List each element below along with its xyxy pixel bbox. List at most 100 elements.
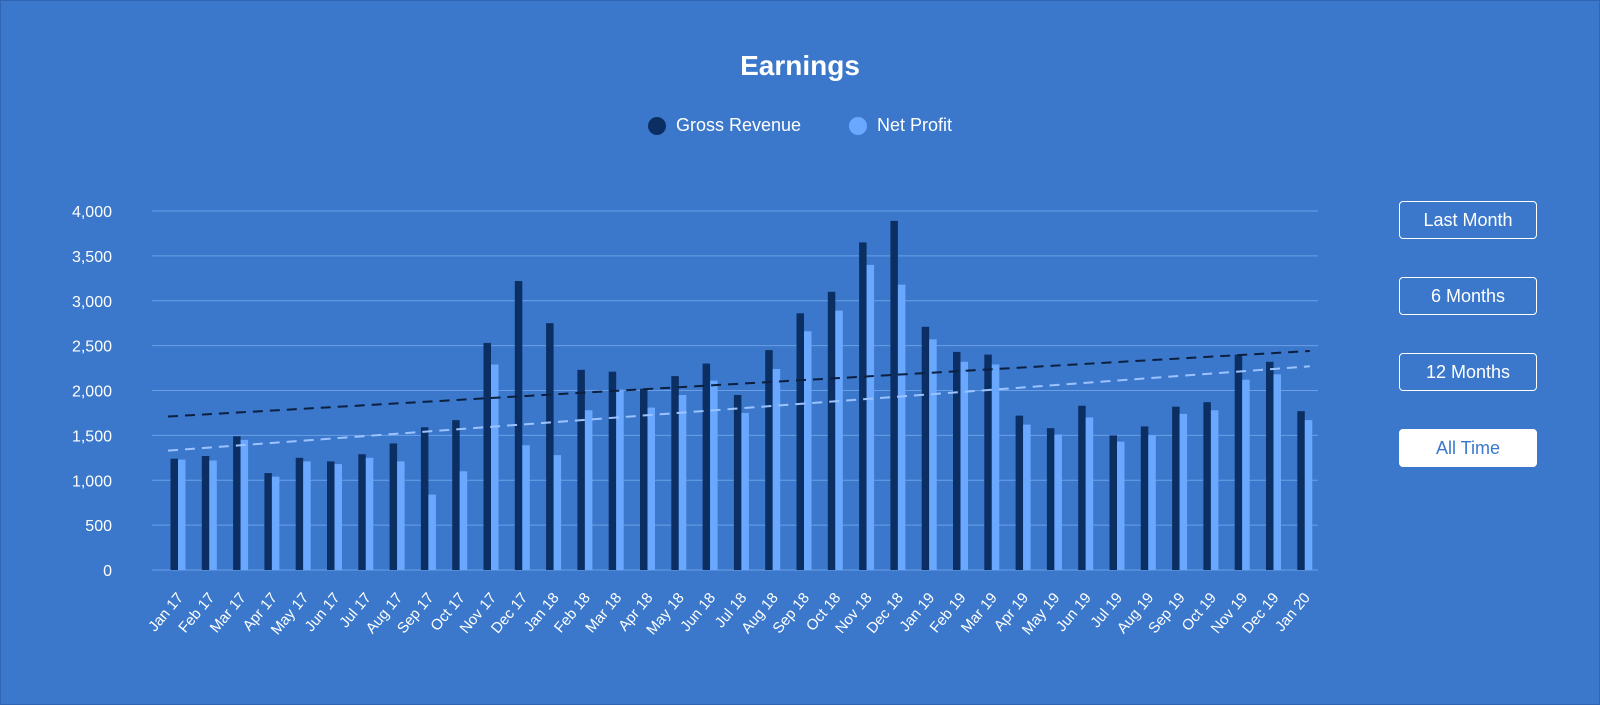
- x-tick-label: Jan 20: [1272, 590, 1314, 635]
- bar-net-profit: [491, 364, 499, 570]
- bar-net-profit: [1210, 410, 1219, 570]
- bar-gross-revenue: [671, 376, 679, 570]
- bar-net-profit: [428, 494, 436, 570]
- bar-gross-revenue: [859, 242, 867, 570]
- bar-gross-revenue: [984, 354, 992, 570]
- bar-gross-revenue: [953, 351, 961, 570]
- bar-net-profit: [991, 364, 1000, 570]
- y-tick-label: 500: [85, 518, 112, 535]
- chart-legend: Gross Revenue Net Profit: [0, 115, 1600, 136]
- bar-gross-revenue: [420, 427, 429, 570]
- legend-label-gross-revenue: Gross Revenue: [675, 115, 802, 135]
- legend-swatch-gross-revenue: [647, 116, 666, 135]
- bar-net-profit: [1117, 441, 1125, 570]
- bar-net-profit: [584, 410, 593, 570]
- bar-gross-revenue: [201, 456, 210, 570]
- y-tick-label: 1,500: [72, 428, 112, 445]
- bar-gross-revenue: [1078, 405, 1086, 570]
- bar-gross-revenue: [1234, 354, 1243, 570]
- bar-net-profit: [553, 455, 562, 570]
- bar-net-profit: [678, 394, 687, 570]
- bar-gross-revenue: [608, 371, 617, 570]
- bar-gross-revenue: [264, 473, 272, 570]
- x-tick-label: Jun 17: [302, 590, 344, 635]
- bar-gross-revenue: [233, 436, 241, 570]
- bar-net-profit: [522, 445, 530, 570]
- bar-net-profit: [741, 412, 749, 570]
- bar-net-profit: [960, 361, 968, 570]
- y-tick-label: 4,000: [72, 204, 112, 221]
- bar-gross-revenue: [1109, 435, 1117, 570]
- bar-net-profit: [209, 460, 217, 570]
- bar-gross-revenue: [1015, 415, 1024, 570]
- bar-gross-revenue: [170, 458, 178, 570]
- y-tick-label: 2,000: [72, 384, 112, 401]
- y-tick-label: 1,000: [72, 473, 112, 490]
- bar-net-profit: [1054, 434, 1062, 570]
- bar-gross-revenue: [702, 363, 711, 570]
- legend-item-gross-revenue[interactable]: Gross Revenue: [647, 115, 802, 136]
- bar-net-profit: [1304, 420, 1313, 570]
- bar-net-profit: [271, 476, 280, 570]
- bar-net-profit: [804, 331, 812, 570]
- x-tick-label: Jun 19: [1053, 590, 1095, 635]
- bar-gross-revenue: [1297, 411, 1305, 570]
- bar-net-profit: [1242, 379, 1250, 570]
- bar-gross-revenue: [1140, 426, 1149, 570]
- bar-net-profit: [334, 464, 342, 570]
- six-months-button[interactable]: 6 Months: [1399, 277, 1537, 315]
- bar-net-profit: [240, 439, 249, 570]
- bar-net-profit: [365, 457, 374, 570]
- bar-net-profit: [1085, 417, 1094, 570]
- bar-net-profit: [616, 389, 624, 570]
- chart-title: Earnings: [740, 50, 860, 81]
- bar-gross-revenue: [921, 326, 930, 570]
- bar-net-profit: [929, 339, 937, 570]
- bar-net-profit: [459, 471, 468, 570]
- bar-gross-revenue: [295, 457, 304, 570]
- bar-net-profit: [303, 461, 311, 570]
- bar-net-profit: [1148, 435, 1156, 570]
- bar-gross-revenue: [1266, 361, 1274, 570]
- trendline-net-profit: [167, 365, 1310, 452]
- trendline-gross-revenue: [167, 350, 1310, 418]
- bar-gross-revenue: [577, 369, 585, 570]
- y-tick-label: 0: [103, 563, 112, 580]
- bar-net-profit: [178, 459, 186, 570]
- bar-gross-revenue: [327, 461, 335, 570]
- legend-item-net-profit[interactable]: Net Profit: [849, 115, 952, 136]
- bar-net-profit: [1179, 413, 1188, 570]
- y-tick-label: 3,000: [72, 294, 112, 311]
- bar-gross-revenue: [765, 350, 773, 570]
- bar-net-profit: [866, 264, 875, 570]
- bar-gross-revenue: [358, 454, 366, 570]
- bar-gross-revenue: [1203, 402, 1211, 570]
- bar-gross-revenue: [514, 281, 523, 570]
- bar-net-profit: [1023, 424, 1031, 570]
- bar-net-profit: [1273, 374, 1281, 570]
- bar-gross-revenue: [1172, 406, 1180, 570]
- bar-net-profit: [397, 461, 405, 570]
- last-month-button[interactable]: Last Month: [1399, 201, 1537, 239]
- y-tick-label: 3,500: [72, 249, 112, 266]
- bar-gross-revenue: [546, 323, 554, 570]
- bar-gross-revenue: [1046, 428, 1055, 570]
- x-tick-label: Jun 18: [677, 590, 719, 635]
- bar-gross-revenue: [640, 388, 648, 570]
- legend-label-net-profit: Net Profit: [877, 115, 953, 135]
- bar-net-profit: [835, 310, 843, 570]
- bar-net-profit: [647, 407, 655, 570]
- bar-net-profit: [897, 284, 906, 570]
- bar-gross-revenue: [452, 420, 460, 570]
- bar-net-profit: [710, 380, 718, 570]
- bar-gross-revenue: [483, 342, 491, 570]
- bar-gross-revenue: [733, 394, 742, 570]
- twelve-months-button[interactable]: 12 Months: [1399, 353, 1537, 391]
- all-time-button[interactable]: All Time: [1399, 429, 1537, 467]
- bar-gross-revenue: [890, 220, 898, 570]
- bar-gross-revenue: [389, 443, 398, 570]
- bar-gross-revenue: [796, 313, 804, 570]
- bar-net-profit: [772, 368, 781, 570]
- y-tick-label: 2,500: [72, 339, 112, 356]
